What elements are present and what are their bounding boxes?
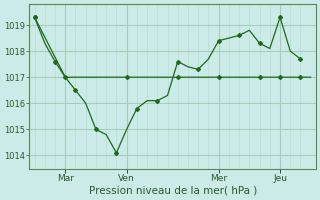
X-axis label: Pression niveau de la mer( hPa ): Pression niveau de la mer( hPa ) — [89, 186, 257, 196]
